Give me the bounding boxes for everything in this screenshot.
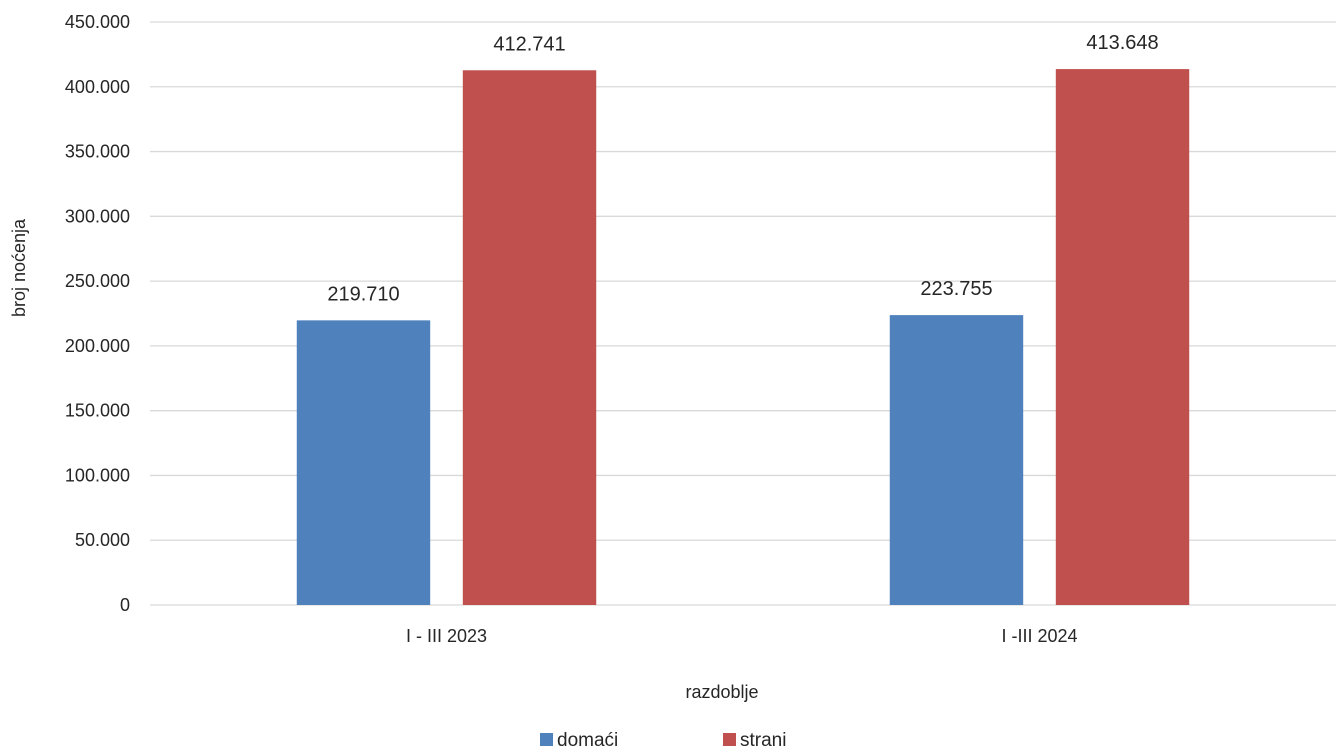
y-tick-label: 400.000 [65,77,130,97]
x-tick-label: I -III 2024 [1001,626,1077,646]
y-tick-label: 450.000 [65,12,130,32]
y-tick-label: 300.000 [65,206,130,226]
data-labels: 219.710 412.741 223.755 413.648 [327,32,1158,305]
x-axis-ticks: I - III 2023 I -III 2024 [406,626,1078,646]
y-axis-ticks: 0 50.000 100.000 150.000 200.000 250.000 300.0… [65,12,130,615]
y-tick-label: 150.000 [65,401,130,421]
y-tick-label: 200.000 [65,336,130,356]
bar-strani-0 [462,70,597,605]
x-tick-label: I - III 2023 [406,626,487,646]
y-tick-label: 350.000 [65,142,130,162]
legend-item-domaći: domaći [540,730,618,751]
y-tick-label: 50.000 [75,530,130,550]
data-label: 219.710 [327,283,399,305]
legend-label: strani [740,730,786,749]
y-tick-label: 100.000 [65,465,130,485]
legend-item-strani: strani [723,730,786,751]
bars [296,69,1190,605]
data-label: 413.648 [1086,32,1158,54]
y-axis-title: broj noćenja [9,218,29,317]
data-label: 223.755 [920,278,992,300]
data-label: 412.741 [493,33,565,55]
y-tick-label: 250.000 [65,271,130,291]
bar-domaći-0 [296,320,431,605]
legend-swatch [723,733,736,746]
legend-label: domaći [557,730,618,749]
bar-strani-1 [1055,69,1190,605]
x-axis-title: razdoblje [685,682,758,702]
legend-swatch [540,733,553,746]
bar-domaći-1 [889,315,1024,605]
legend: domaći strani [540,730,786,751]
y-tick-label: 0 [120,595,130,615]
